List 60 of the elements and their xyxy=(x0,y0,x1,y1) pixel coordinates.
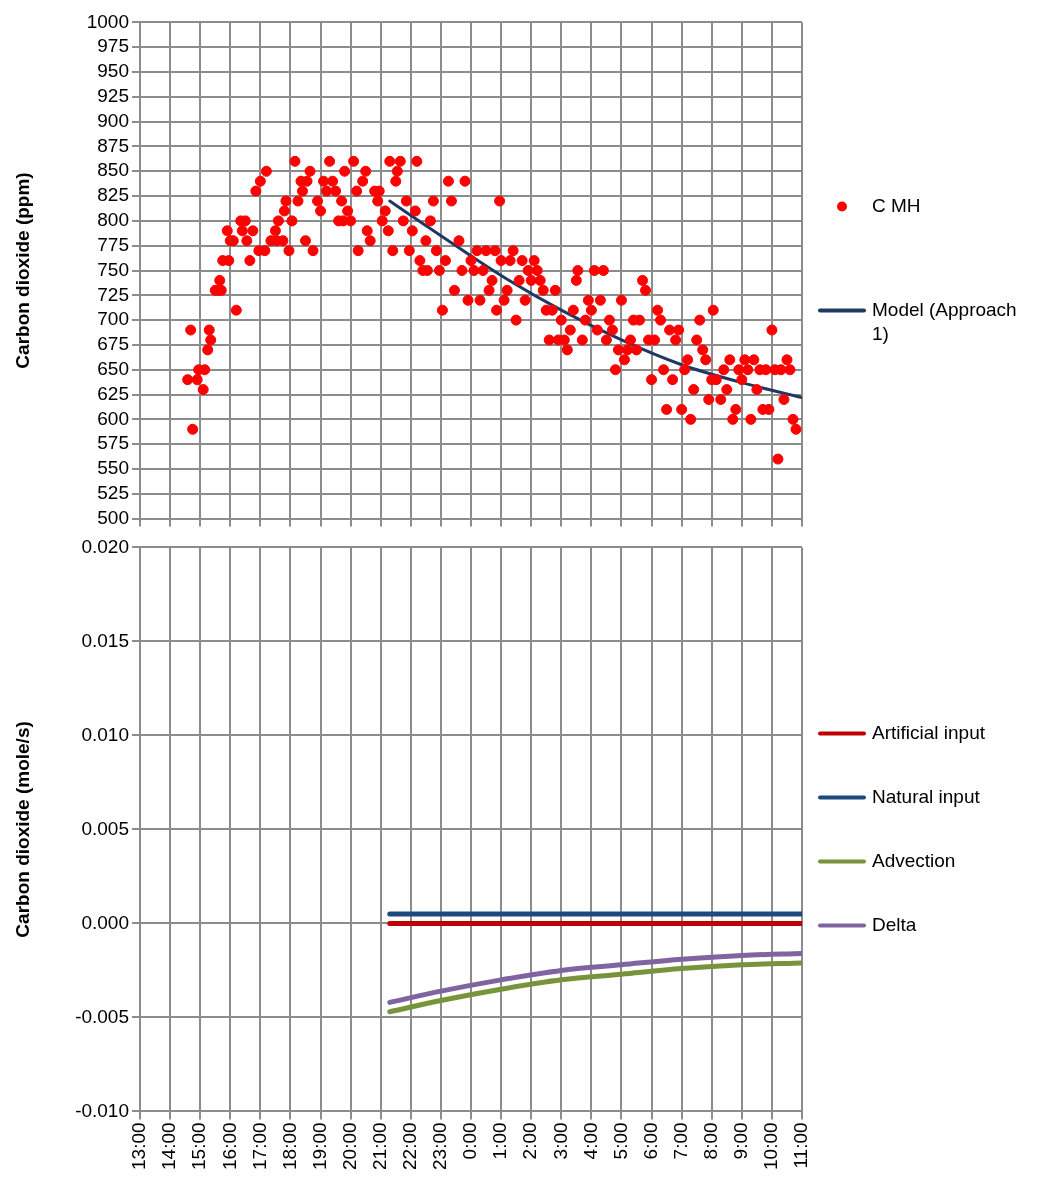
x-tick-label: 5:00 xyxy=(609,1122,631,1160)
x-tick-label: 13:00 xyxy=(128,1122,150,1170)
y-tick-label: 875 xyxy=(97,134,129,156)
x-tick-label: 1:00 xyxy=(489,1122,511,1160)
legend-label: Advection xyxy=(872,849,956,871)
x-tick-label: 7:00 xyxy=(669,1122,691,1160)
x-tick-label: 3:00 xyxy=(549,1122,571,1160)
legend-label: C MH xyxy=(872,194,921,216)
legend-label: Natural input xyxy=(872,785,981,807)
x-tick-label: 20:00 xyxy=(338,1122,360,1170)
x-tick-label: 10:00 xyxy=(760,1122,782,1170)
y-tick-label: 725 xyxy=(97,283,129,305)
x-tick-label: 16:00 xyxy=(218,1122,240,1170)
y-axis-title: Carbon dioxide (mole/s) xyxy=(11,721,33,938)
legend-label: Model (Approach 1) xyxy=(872,298,1017,344)
x-tick-label: 11:00 xyxy=(790,1122,812,1169)
y-tick-label: -0.005 xyxy=(75,1005,129,1027)
y-tick-label: 0.015 xyxy=(81,629,129,651)
x-tick-label: 18:00 xyxy=(278,1122,300,1170)
y-tick-label: 0.005 xyxy=(81,817,129,839)
y-axis-title: Carbon dioxide (ppm) xyxy=(11,172,33,369)
y-tick-label: 550 xyxy=(97,457,129,479)
y-tick-label: 775 xyxy=(97,233,129,255)
y-tick-label: 700 xyxy=(97,308,129,330)
x-tick-label: 15:00 xyxy=(188,1122,210,1170)
y-tick-label: 750 xyxy=(97,258,129,280)
line-series xyxy=(388,199,802,400)
y-tick-label: 800 xyxy=(97,209,129,231)
x-tick-label: 8:00 xyxy=(699,1122,721,1160)
x-tick-label: 19:00 xyxy=(308,1122,330,1170)
x-tick-label: 9:00 xyxy=(730,1122,752,1160)
x-tick-label: 6:00 xyxy=(639,1122,661,1160)
y-tick-label: 850 xyxy=(97,159,129,181)
x-tick-label: 17:00 xyxy=(248,1122,270,1170)
y-tick-label: -0.010 xyxy=(75,1099,129,1121)
y-tick-label: 525 xyxy=(97,482,129,504)
x-tick-label: 0:00 xyxy=(459,1122,481,1160)
y-tick-label: 0.010 xyxy=(81,723,129,745)
x-tick-label: 2:00 xyxy=(519,1122,541,1160)
y-tick-label: 925 xyxy=(97,85,129,107)
y-tick-label: 600 xyxy=(97,407,129,429)
y-tick-label: 975 xyxy=(97,35,129,57)
y-tick-label: 500 xyxy=(97,506,129,528)
y-tick-label: 650 xyxy=(97,357,129,379)
x-tick-label: 14:00 xyxy=(158,1122,180,1170)
y-tick-label: 675 xyxy=(97,333,129,355)
y-tick-label: 950 xyxy=(97,60,129,82)
x-tick-label: 23:00 xyxy=(429,1122,451,1170)
y-tick-label: 575 xyxy=(97,432,129,454)
x-tick-label: 4:00 xyxy=(579,1122,601,1160)
x-tick-label: 21:00 xyxy=(368,1122,390,1170)
y-tick-label: 0.020 xyxy=(81,535,129,557)
y-tick-label: 625 xyxy=(97,382,129,404)
y-tick-label: 0.000 xyxy=(81,911,129,933)
legend-label: Delta xyxy=(872,913,917,935)
legend-label: Artificial input xyxy=(872,721,986,743)
y-tick-label: 1000 xyxy=(86,10,129,32)
x-tick-label: 22:00 xyxy=(399,1122,421,1170)
y-tick-label: 825 xyxy=(97,184,129,206)
y-tick-label: 900 xyxy=(97,109,129,131)
